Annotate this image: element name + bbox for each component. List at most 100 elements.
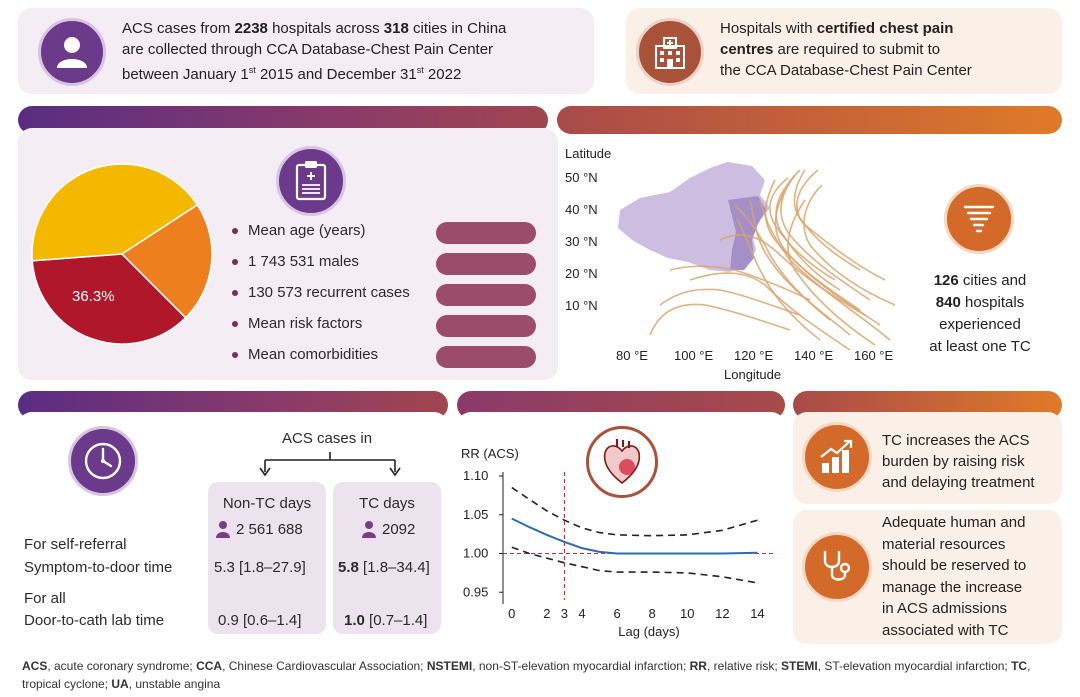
heart-icon (603, 439, 641, 485)
conclusion-1-text: TC increases the ACS burden by raising ri… (882, 432, 1035, 491)
tc-track-line (775, 169, 841, 291)
col-tc-label: TC days (359, 495, 415, 512)
col-non-tc-label: Non-TC days (222, 495, 312, 512)
x-tick-label: 4 (578, 606, 585, 621)
tc-count: 2092 (362, 520, 415, 538)
tc-column (333, 482, 441, 634)
map-lon-tick: 160 °E (854, 348, 894, 363)
map-xlabel: Longitude (724, 367, 781, 382)
clock-icon (84, 442, 122, 480)
person-icon (362, 521, 376, 538)
clipboard-icon (295, 161, 327, 201)
rr-estimate-line (511, 517, 758, 555)
group-self-referral: For self-referral (24, 536, 127, 553)
tc-tracks (649, 169, 896, 351)
x-tick-label: 3 (561, 606, 568, 621)
stethoscope-icon-circle (802, 532, 872, 602)
bullet-risk-factors: Mean risk factors (232, 315, 362, 332)
tc-track-line (796, 169, 861, 271)
map-lon-tick: 80 °E (616, 348, 648, 363)
map-lat-tick: 40 °N (565, 202, 598, 217)
row-symptom-to-door-tc: 5.8 [1.8–34.4] (338, 559, 430, 576)
tc-track-line (764, 179, 861, 311)
pie-label: 36.3% (72, 288, 115, 305)
stethoscope-icon (823, 551, 851, 581)
data-source-text: ACS cases from 2238 hospitals across 318… (122, 20, 507, 83)
bullet-recurrent: 130 573 recurrent cases (232, 284, 410, 301)
china-landmass (618, 162, 770, 272)
china-east-region (728, 196, 766, 270)
map-lat-tick: 50 °N (565, 170, 598, 185)
data-source-panel (18, 8, 594, 94)
clock-icon-circle (68, 426, 138, 496)
value-pill-risk (436, 315, 536, 337)
row-door-to-cath-tc: 1.0 [0.7–1.4] (344, 612, 428, 629)
non-tc-count: 2 561 688 (216, 520, 303, 538)
map-lon-tick: 140 °E (794, 348, 834, 363)
bullet-comorbidities: Mean comorbidities (232, 346, 378, 363)
non-tc-column (208, 482, 326, 634)
abbreviations-footnote: ACS, acute coronary syndrome; CCA, Chine… (22, 659, 1031, 691)
hospital-icon-circle (636, 18, 704, 86)
y-tick-label: 1.00 (463, 546, 488, 561)
table-header-bracket (259, 452, 401, 477)
tc-track-line (669, 265, 811, 301)
tc-track-line (803, 184, 896, 306)
value-pill-comorbid (436, 346, 536, 368)
heart-icon-circle (586, 426, 658, 498)
bullet-mean-age: Mean age (years) (232, 222, 366, 239)
row-door-to-cath-nontc: 0.9 [0.6–1.4] (218, 612, 302, 629)
conclusion-2-text: Adequate human and material resources shou… (882, 514, 1027, 639)
y-tick-label: 1.05 (463, 507, 488, 522)
pie-slice (31, 253, 187, 345)
row-door-to-cath-label: Door-to-cath lab time (24, 612, 165, 629)
rr-ci-upper-line (511, 486, 758, 537)
map-lon-tick: 100 °E (674, 348, 714, 363)
user-icon (57, 37, 87, 68)
value-pill-males (436, 253, 536, 275)
tc-track-line (719, 234, 866, 316)
tc-track-line (787, 199, 876, 346)
group-all: For all (24, 590, 66, 607)
sex-pie-chart (31, 163, 213, 345)
growth-chart-icon-circle (802, 422, 872, 492)
tc-track-line (734, 204, 831, 321)
cyclone-icon (963, 205, 995, 233)
value-pill-age (436, 222, 536, 244)
cyclone-icon-circle (944, 184, 1014, 254)
row-symptom-to-door-nontc: 5.3 [1.8–27.9] (214, 559, 306, 576)
tc-exposure-stats: 126 cities and 840 hospitals experienced… (929, 272, 1031, 355)
x-tick-label: 10 (680, 606, 694, 621)
x-tick-label: 6 (613, 606, 620, 621)
tc-track-line (780, 174, 871, 301)
x-tick-label: 12 (715, 606, 729, 621)
tc-track-line (649, 303, 791, 336)
rr-xlabel: Lag (days) (618, 624, 679, 639)
map-lat-tick: 20 °N (565, 266, 598, 281)
pie-slice (120, 203, 213, 319)
table-header: ACS cases in (282, 430, 373, 447)
tc-track-line (689, 272, 851, 351)
map-ylabel: Latitude (565, 146, 611, 161)
x-tick-label: 0 (508, 606, 515, 621)
rr-ci-lower-line (511, 546, 758, 584)
certification-text: Hospitals with certified chest pain cent… (720, 20, 972, 79)
x-tick-label: 8 (649, 606, 656, 621)
map-lat-tick: 30 °N (565, 234, 598, 249)
tc-track-line (749, 199, 851, 336)
clipboard-icon-circle (276, 146, 346, 216)
row-symptom-to-door-label: Symptom-to-door time (24, 559, 173, 576)
y-tick-label: 0.95 (463, 584, 488, 599)
map-lon-tick: 120 °E (734, 348, 774, 363)
rr-lag-chart: RR (ACS) 1.10 1.05 1.00 0.95 0 2 3 4 6 8 10 12 14 Lag … (461, 446, 775, 639)
user-icon-circle (38, 18, 106, 86)
growth-chart-icon (820, 439, 853, 473)
section-bar-exposure (557, 106, 1062, 134)
value-pill-recurrent (436, 284, 536, 306)
y-tick-label: 1.10 (463, 468, 488, 483)
hospital-icon (655, 37, 685, 69)
tc-track-line (793, 169, 886, 281)
rr-ylabel: RR (ACS) (461, 446, 519, 461)
pie-slice (31, 163, 199, 262)
tc-track-line (769, 177, 836, 281)
